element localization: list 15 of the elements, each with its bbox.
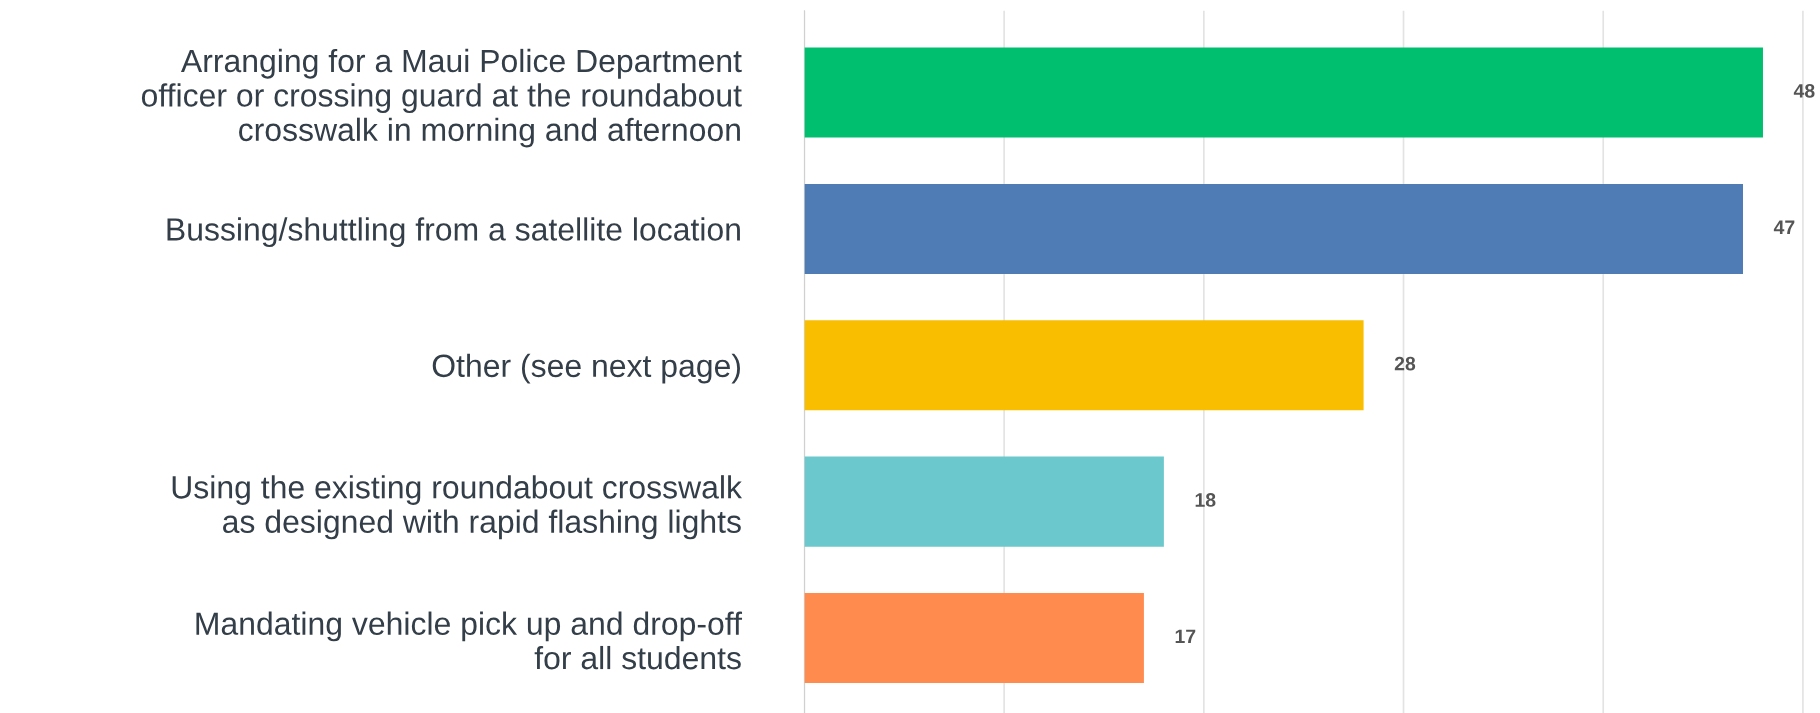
data-label: 48 xyxy=(1793,83,1815,98)
data-label: 18 xyxy=(1195,493,1216,507)
y-tick-label: Mandating vehicle pick up and drop-off for all students xyxy=(196,611,743,670)
data-label: 17 xyxy=(1175,629,1196,644)
y-tick-label: Other (see next page) xyxy=(432,353,740,384)
bar xyxy=(804,320,1364,411)
bar xyxy=(804,456,1164,547)
data-label: 28 xyxy=(1394,356,1416,371)
data-label: 47 xyxy=(1773,220,1795,234)
y-tick-label: Using the existing roundabout crosswalk as designed with rapid flashing lights xyxy=(172,475,743,540)
y-tick-label: Arranging for a Maui Police Department officer or crossing guard at the roundabout crosswalk in morning and afternoon xyxy=(141,48,742,148)
bar xyxy=(804,183,1743,274)
y-tick-label: Bussing/shuttling from a satellite location xyxy=(167,217,740,248)
bar xyxy=(804,592,1144,683)
bar xyxy=(804,47,1763,138)
